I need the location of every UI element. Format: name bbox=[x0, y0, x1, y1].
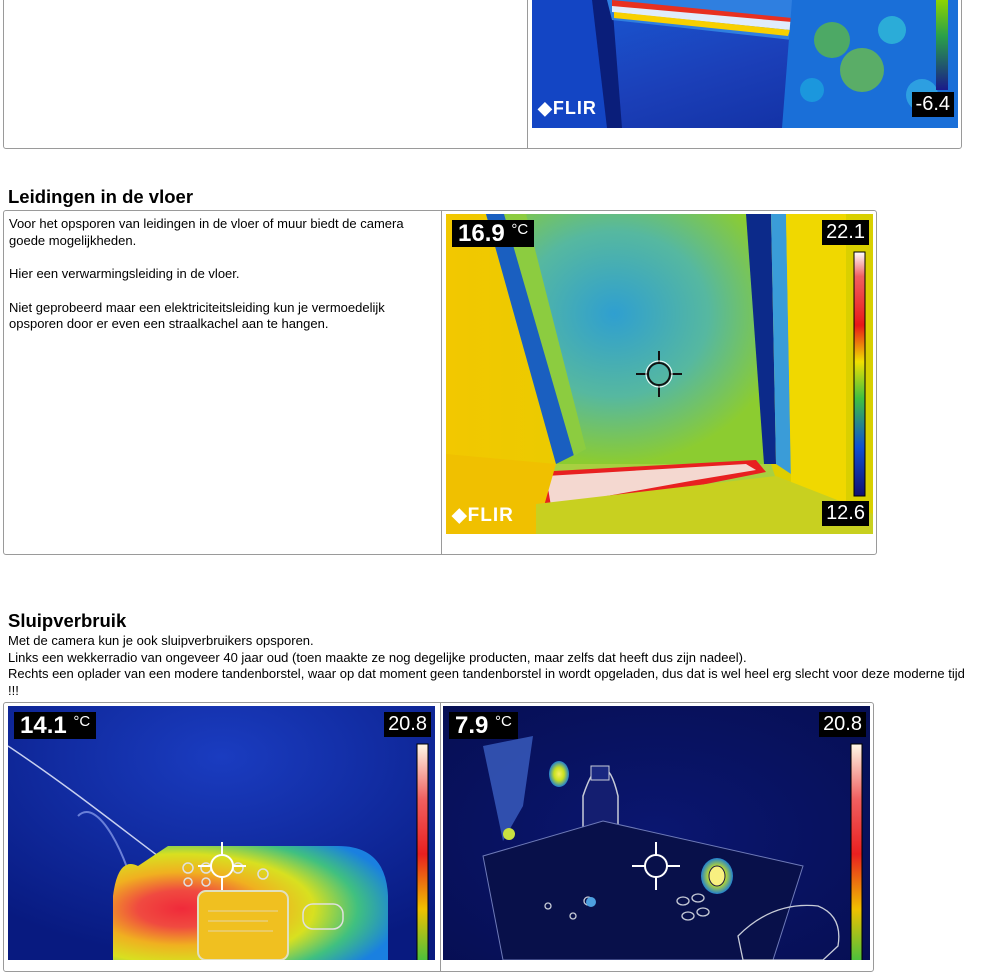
charger-thermal-image: 7.9 °C 20.8 bbox=[443, 706, 870, 960]
clock-radio-thermal-image: 14.1 °C 20.8 bbox=[8, 706, 435, 960]
floor-scale-min: 12.6 bbox=[822, 501, 869, 526]
flir-diamond-icon: ◆ bbox=[538, 98, 553, 118]
floor-flir-logo: ◆FLIR bbox=[452, 505, 514, 526]
leidingen-text-cell: Voor het opsporen van leidingen in de vl… bbox=[9, 216, 433, 350]
top-flir-logo: ◆FLIR bbox=[538, 98, 597, 118]
charger-spot-temperature: 7.9 °C bbox=[449, 712, 518, 739]
clock-radio-spot-temperature: 14.1 °C bbox=[14, 712, 97, 739]
leidingen-paragraph: Hier een verwarmingsleiding in de vloer. bbox=[9, 266, 240, 281]
leidingen-paragraph: Niet geprobeerd maar een elektriciteitsl… bbox=[9, 299, 385, 332]
flir-diamond-icon: ◆ bbox=[452, 505, 468, 526]
leidingen-table-divider bbox=[441, 211, 442, 554]
crosshair-icon bbox=[632, 842, 680, 890]
sluipverbruik-line: Rechts een oplader van een modere tanden… bbox=[8, 666, 965, 698]
sluipverbruik-table-divider bbox=[440, 703, 441, 971]
leidingen-paragraph: Voor het opsporen van leidingen in de vl… bbox=[9, 216, 404, 248]
section-heading-sluipverbruik: Sluipverbruik bbox=[8, 610, 127, 631]
floor-scale-max: 22.1 bbox=[822, 220, 869, 245]
top-table-divider bbox=[527, 0, 528, 148]
top-thermal-image: ◆FLIR -6.4 bbox=[532, 0, 958, 128]
clock-radio-scale-max: 20.8 bbox=[384, 712, 431, 737]
sluipverbruik-line: Links een wekkerradio van ongeveer 40 ja… bbox=[8, 649, 747, 665]
top-scale-min: -6.4 bbox=[911, 92, 954, 117]
floor-spot-temperature: 16.9 °C bbox=[452, 220, 535, 247]
floor-thermal-image: 16.9 °C 22.1 12.6 ◆FLIR bbox=[446, 214, 873, 534]
section-heading-leidingen: Leidingen in de vloer bbox=[8, 186, 194, 207]
crosshair-icon bbox=[198, 842, 246, 890]
sluipverbruik-line: Met de camera kun je ook sluipverbruiker… bbox=[8, 633, 314, 648]
sluipverbruik-text: Met de camera kun je ook sluipverbruiker… bbox=[8, 633, 968, 699]
charger-scale-max: 20.8 bbox=[819, 712, 866, 737]
